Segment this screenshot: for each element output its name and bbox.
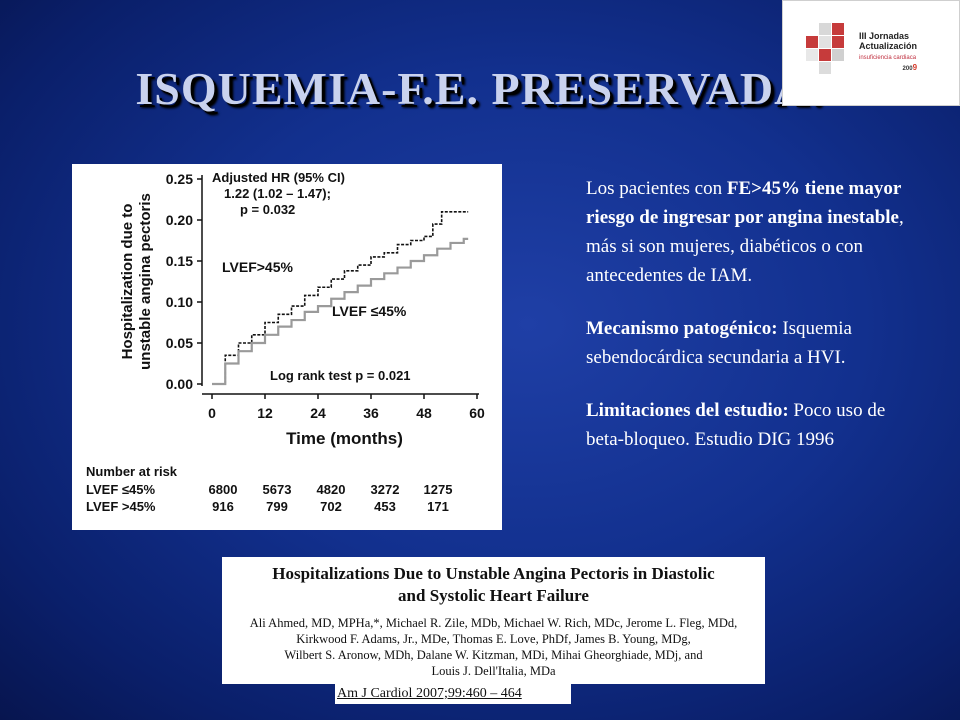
risk-cell: 799 bbox=[266, 499, 288, 514]
y-tick-label: 0.20 bbox=[166, 212, 193, 228]
x-axis-label: Time (months) bbox=[286, 429, 403, 448]
risk-row-reduced: LVEF ≤45% 6800 5673 4820 3272 1275 bbox=[86, 482, 496, 498]
finding-paragraph-1: Los pacientes con FE>45% tiene mayor rie… bbox=[586, 178, 904, 286]
risk-table-title: Number at risk bbox=[86, 464, 178, 479]
risk-cell: 916 bbox=[212, 499, 234, 514]
y-tick-label: 0.05 bbox=[166, 335, 193, 351]
logo-year: 2009 bbox=[902, 63, 918, 72]
paper-authors: Ali Ahmed, MD, MPHa,*, Michael R. Zile, … bbox=[249, 616, 738, 678]
hr-annotation-line2: 1.22 (1.02 – 1.47); bbox=[224, 186, 331, 201]
y-tick-label: 0.10 bbox=[166, 294, 193, 310]
logo-line3: insuficiencia cardiaca bbox=[859, 55, 917, 61]
paper-title: Hospitalizations Due to Unstable Angina … bbox=[272, 564, 715, 605]
x-tick-label: 24 bbox=[310, 405, 326, 421]
finding-paragraph-3: Limitaciones del estudio: Poco uso de be… bbox=[586, 400, 886, 450]
risk-row-label: LVEF ≤45% bbox=[86, 482, 156, 497]
finding-paragraph-2: Mecanismo patogénico: Isquemia sebendocá… bbox=[586, 318, 852, 368]
series-line-reduced bbox=[212, 237, 469, 386]
mechanism-label: Mecanismo patogénico: bbox=[586, 318, 778, 339]
risk-row-label: LVEF >45% bbox=[86, 499, 156, 514]
series-line-preserved bbox=[212, 211, 469, 385]
risk-cell: 4820 bbox=[316, 482, 346, 497]
findings-text: Los pacientes con FE>45% tiene mayor rie… bbox=[586, 174, 926, 478]
y-tick-label: 0.00 bbox=[166, 376, 193, 392]
logo-line1: III Jornadas bbox=[859, 31, 910, 41]
x-tick-label: 0 bbox=[208, 405, 216, 421]
logo-cross-icon bbox=[806, 23, 844, 74]
chart-svg: Hospitalization due tounstable angina pe… bbox=[119, 170, 485, 448]
jornadas-logo: III Jornadas Actualización insuficiencia… bbox=[782, 0, 960, 106]
risk-cell: 453 bbox=[374, 499, 396, 514]
risk-cell: 6800 bbox=[208, 482, 238, 497]
y-axis-label: Hospitalization due tounstable angina pe… bbox=[119, 193, 154, 370]
risk-cell: 702 bbox=[320, 499, 342, 514]
x-tick-label: 12 bbox=[257, 405, 273, 421]
x-tick-label: 48 bbox=[416, 405, 432, 421]
y-tick-label: 0.15 bbox=[166, 253, 193, 269]
slide-title: ISQUEMIA-F.E. PRESERVADA: bbox=[135, 63, 825, 114]
risk-cell: 3272 bbox=[370, 482, 400, 497]
paper-header-clipping: Hospitalizations Due to Unstable Angina … bbox=[222, 557, 765, 684]
x-tick-label: 36 bbox=[363, 405, 379, 421]
kaplan-meier-chart: Hospitalization due tounstable angina pe… bbox=[72, 164, 502, 530]
hr-annotation-line1: Adjusted HR (95% CI) bbox=[212, 170, 345, 185]
risk-cell: 171 bbox=[427, 499, 449, 514]
risk-cell: 1275 bbox=[423, 482, 453, 497]
paper-citation: Am J Cardiol 2007;99:460 – 464 bbox=[335, 684, 571, 704]
risk-row-preserved: LVEF >45% 916 799 702 453 171 bbox=[86, 499, 496, 515]
y-tick-label: 0.25 bbox=[166, 171, 193, 187]
logrank-annotation: Log rank test p = 0.021 bbox=[270, 368, 411, 383]
series-label-reduced: LVEF ≤45% bbox=[332, 303, 407, 319]
logo-text: III Jornadas Actualización insuficiencia… bbox=[859, 31, 917, 74]
logo-line2: Actualización bbox=[859, 41, 918, 51]
x-tick-label: 60 bbox=[469, 405, 485, 421]
limitations-label: Limitaciones del estudio: bbox=[586, 400, 789, 421]
risk-cell: 5673 bbox=[262, 482, 292, 497]
series-label-preserved: LVEF>45% bbox=[222, 259, 293, 275]
hr-annotation-line3: p = 0.032 bbox=[240, 202, 295, 217]
finding-highlight: FE>45% tiene mayor riesgo de ingresar po… bbox=[586, 178, 901, 228]
